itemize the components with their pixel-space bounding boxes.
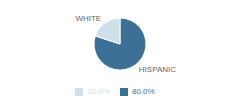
svg-text:HISPANIC: HISPANIC <box>139 65 176 74</box>
svg-text:WHITE: WHITE <box>75 14 101 23</box>
html-text:20.0%: 20.0% <box>87 87 110 96</box>
html-text:80.0%: 80.0% <box>132 87 155 96</box>
